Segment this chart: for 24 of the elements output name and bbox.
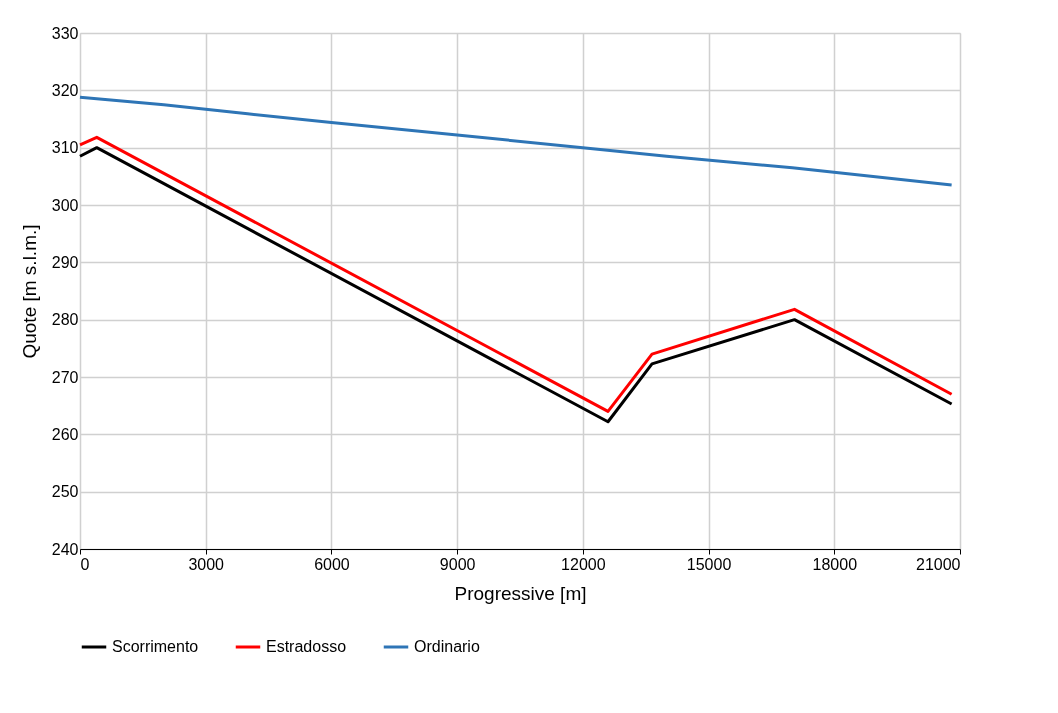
x-tick-label: 18000 <box>812 555 858 573</box>
y-tick-label: 240 <box>51 540 79 558</box>
y-tick-label: 300 <box>51 196 79 214</box>
legend-label: Estradosso <box>266 638 347 655</box>
y-tick-label: 320 <box>51 81 79 99</box>
line-series <box>78 95 954 187</box>
y-tick-label: 250 <box>51 483 79 501</box>
x-tick-label: 6000 <box>314 555 350 573</box>
y-tick-label: 260 <box>51 425 79 443</box>
x-tick-label: 12000 <box>561 555 606 573</box>
legend-label: Ordinario <box>414 638 480 655</box>
y-axis-title: Quote [m s.l.m.] <box>18 224 40 359</box>
x-tick-label: 15000 <box>686 555 732 573</box>
y-tick-label: 310 <box>51 139 79 157</box>
y-tick-label: 330 <box>51 24 79 42</box>
x-tick-label: 21000 <box>916 555 961 573</box>
x-axis-title: Progressive [m] <box>454 582 587 604</box>
x-tick-label: 0 <box>80 555 90 573</box>
y-tick-label: 290 <box>51 253 79 271</box>
legend-label: Scorrimento <box>112 638 199 655</box>
y-tick-label: 270 <box>51 368 79 386</box>
y-tick-label: 280 <box>51 311 79 329</box>
x-tick-label: 3000 <box>188 555 225 573</box>
x-tick-label: 9000 <box>439 555 476 573</box>
